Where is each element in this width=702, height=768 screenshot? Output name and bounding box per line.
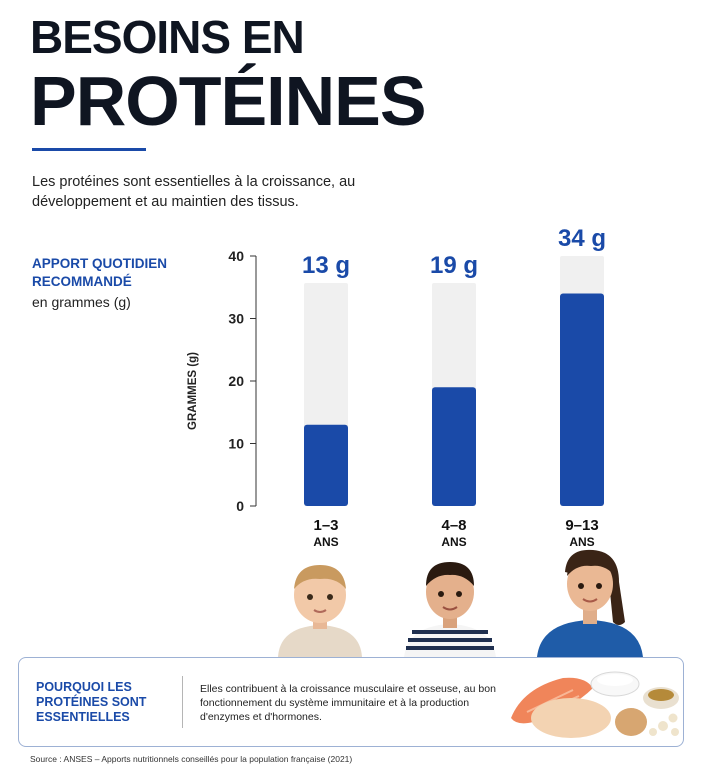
x-tick-label: 1–3 xyxy=(313,517,338,534)
bar xyxy=(304,424,348,506)
chart-side-unit: en grammes (g) xyxy=(32,294,131,310)
x-tick-sublabel: ANS xyxy=(313,535,338,549)
source-note: Source : ANSES – Apports nutritionnels c… xyxy=(30,754,353,764)
info-box: POURQUOI LES PROTÉINES SONT ESSENTIELLES… xyxy=(18,657,684,747)
x-tick-label: 9–13 xyxy=(565,517,598,534)
girl-illustration xyxy=(537,549,643,657)
y-tick-label: 30 xyxy=(228,311,244,327)
protein-foods-illustration xyxy=(511,671,679,738)
chart-side-title: APPORT QUOTIDIEN RECOMMANDÉ xyxy=(32,256,168,289)
intro-text: Les protéines sont essentielles à la cro… xyxy=(32,174,356,210)
y-axis-label: GRAMMES (g) xyxy=(187,352,199,430)
page-title-line1: BESOINS EN xyxy=(30,11,305,63)
x-tick-sublabel: ANS xyxy=(441,535,466,549)
toddler-illustration xyxy=(278,565,362,657)
x-tick-sublabel: ANS xyxy=(569,535,594,549)
y-tick-label: 0 xyxy=(236,498,244,514)
bar xyxy=(432,387,476,506)
x-tick-label: 4–8 xyxy=(441,517,466,534)
bar xyxy=(560,293,604,506)
data-label: 34 g xyxy=(558,225,606,252)
y-tick-label: 10 xyxy=(228,436,244,452)
title-underline xyxy=(32,148,146,151)
page-title-line2: PROTÉINES xyxy=(30,62,427,140)
data-label: 19 g xyxy=(430,252,478,279)
y-tick-label: 40 xyxy=(228,248,244,264)
data-label: 13 g xyxy=(302,252,350,279)
y-tick-label: 20 xyxy=(228,373,244,389)
info-heading: POURQUOI LES PROTÉINES SONT ESSENTIELLES xyxy=(36,680,147,724)
info-text: Elles contribuent à la croissance muscul… xyxy=(200,683,496,723)
boy-illustration xyxy=(404,562,496,657)
info-divider xyxy=(182,676,183,728)
